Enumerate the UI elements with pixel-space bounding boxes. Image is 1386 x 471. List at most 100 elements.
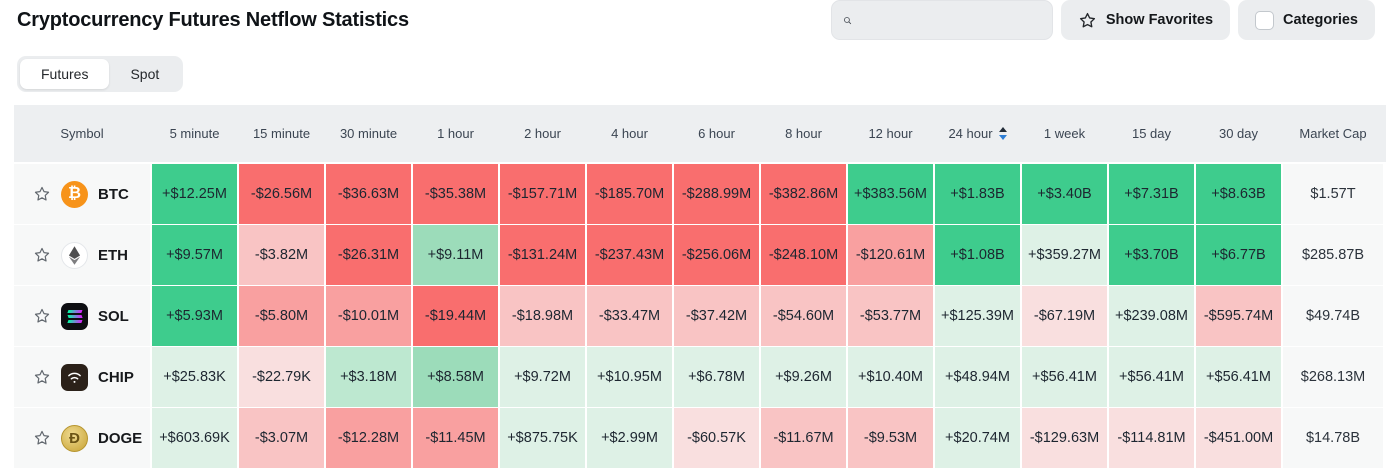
netflow-cell-4-hour: +$10.95M	[587, 347, 672, 407]
table-row: ETH +$9.57M -$3.82M -$26.31M +$9.11M -$131.24…	[14, 225, 1386, 285]
netflow-cell-30-minute: -$10.01M	[326, 286, 411, 346]
netflow-cell-30-day: +$6.77B	[1196, 225, 1281, 285]
column-header-6-hour[interactable]: 6 hour	[674, 105, 759, 162]
market-cap-cell: $14.78B	[1283, 408, 1383, 468]
column-header-label: Symbol	[60, 126, 104, 141]
column-header-1-hour[interactable]: 1 hour	[413, 105, 498, 162]
favorite-star-icon[interactable]	[33, 185, 51, 203]
netflow-table: Symbol 5 minute 15 minute 30 minute 1 hour 2 …	[14, 105, 1386, 468]
show-favorites-button[interactable]: Show Favorites	[1060, 0, 1231, 40]
tab-futures[interactable]: Futures	[20, 59, 110, 89]
column-header-symbol[interactable]: Symbol	[14, 105, 150, 162]
netflow-cell-5-minute: +$603.69K	[152, 408, 237, 468]
market-cap-value: $285.87B	[1301, 247, 1365, 263]
netflow-value: +$5.93M	[166, 308, 223, 324]
netflow-value: -$129.63M	[1029, 430, 1100, 446]
categories-checkbox[interactable]	[1255, 10, 1275, 30]
netflow-cell-1-hour: +$9.11M	[413, 225, 498, 285]
column-header-1-week[interactable]: 1 week	[1022, 105, 1107, 162]
netflow-cell-4-hour: -$185.70M	[587, 164, 672, 224]
search-box[interactable]	[830, 0, 1053, 40]
column-header-15-minute[interactable]: 15 minute	[239, 105, 324, 162]
market-cap-cell: $1.57T	[1283, 164, 1383, 224]
netflow-value: -$37.42M	[685, 308, 748, 324]
netflow-cell-2-hour: +$875.75K	[500, 408, 585, 468]
netflow-value: +$1.08B	[950, 247, 1005, 263]
netflow-cell-24-hour: +$125.39M	[935, 286, 1020, 346]
column-header-4-hour[interactable]: 4 hour	[587, 105, 672, 162]
netflow-value: +$20.74M	[945, 430, 1010, 446]
market-cap-value: $268.13M	[1300, 369, 1366, 385]
netflow-value: -$11.67M	[773, 430, 834, 446]
header-controls: Show Favorites Categories	[830, 0, 1375, 40]
netflow-value: +$9.57M	[166, 247, 223, 263]
favorite-star-icon[interactable]	[33, 429, 51, 447]
column-header-2-hour[interactable]: 2 hour	[500, 105, 585, 162]
column-header-12-hour[interactable]: 12 hour	[848, 105, 933, 162]
column-header-30-minute[interactable]: 30 minute	[326, 105, 411, 162]
column-header-market-cap[interactable]: Market Cap	[1283, 105, 1383, 162]
netflow-value: -$3.07M	[254, 430, 309, 446]
netflow-cell-8-hour: -$382.86M	[761, 164, 846, 224]
favorite-star-icon[interactable]	[33, 246, 51, 264]
netflow-value: -$3.82M	[254, 247, 309, 263]
netflow-cell-5-minute: +$9.57M	[152, 225, 237, 285]
column-header-label: 2 hour	[524, 126, 561, 141]
netflow-value: -$12.28M	[337, 430, 400, 446]
market-cap-cell: $49.74B	[1283, 286, 1383, 346]
netflow-value: +$125.39M	[941, 308, 1014, 324]
netflow-cell-24-hour: +$20.74M	[935, 408, 1020, 468]
eth-icon	[61, 241, 88, 269]
column-header-label: 1 hour	[437, 126, 474, 141]
column-header-8-hour[interactable]: 8 hour	[761, 105, 846, 162]
netflow-cell-15-minute: -$26.56M	[239, 164, 324, 224]
market-cap-value: $1.57T	[1310, 186, 1356, 202]
netflow-cell-2-hour: -$18.98M	[500, 286, 585, 346]
column-header-5-minute[interactable]: 5 minute	[152, 105, 237, 162]
netflow-cell-15-minute: -$3.07M	[239, 408, 324, 468]
netflow-value: -$131.24M	[507, 247, 578, 263]
netflow-value: +$6.78M	[688, 369, 745, 385]
table-row: CHIP +$25.83K -$22.79K +$3.18M +$8.58M +$9.72…	[14, 347, 1386, 407]
column-header-label: 24 hour	[948, 126, 993, 141]
netflow-value: -$18.98M	[511, 308, 574, 324]
netflow-cell-12-hour: +$10.40M	[848, 347, 933, 407]
btc-icon: ₿	[61, 180, 88, 208]
netflow-cell-30-day: -$451.00M	[1196, 408, 1281, 468]
netflow-cell-6-hour: -$60.57K	[674, 408, 759, 468]
netflow-cell-30-minute: -$36.63M	[326, 164, 411, 224]
column-header-24-hour[interactable]: 24 hour	[935, 105, 1020, 162]
netflow-value: -$60.57K	[687, 430, 746, 446]
categories-button[interactable]: Categories	[1238, 0, 1375, 40]
netflow-cell-12-hour: -$53.77M	[848, 286, 933, 346]
netflow-value: +$8.58M	[427, 369, 484, 385]
netflow-cell-1-hour: +$8.58M	[413, 347, 498, 407]
tab-spot[interactable]: Spot	[109, 59, 180, 89]
chip-icon	[61, 363, 88, 391]
favorite-star-icon[interactable]	[33, 368, 51, 386]
netflow-value: -$35.38M	[424, 186, 487, 202]
column-header-15-day[interactable]: 15 day	[1109, 105, 1194, 162]
netflow-value: +$56.41M	[1119, 369, 1184, 385]
symbol-cell: SOL	[14, 286, 150, 346]
netflow-value: +$3.40B	[1037, 186, 1092, 202]
market-cap-value: $49.74B	[1305, 308, 1361, 324]
table-row: Đ DOGE +$603.69K -$3.07M -$12.28M -$11.45M +$8…	[14, 408, 1386, 468]
column-header-30-day[interactable]: 30 day	[1196, 105, 1281, 162]
netflow-cell-6-hour: -$288.99M	[674, 164, 759, 224]
column-header-label: 15 day	[1131, 126, 1172, 141]
sort-icon[interactable]	[998, 127, 1007, 140]
netflow-cell-12-hour: -$9.53M	[848, 408, 933, 468]
netflow-value: +$9.26M	[775, 369, 832, 385]
netflow-cell-30-day: +$56.41M	[1196, 347, 1281, 407]
netflow-cell-8-hour: +$9.26M	[761, 347, 846, 407]
netflow-cell-24-hour: +$1.83B	[935, 164, 1020, 224]
market-cap-cell: $268.13M	[1283, 347, 1383, 407]
favorite-star-icon[interactable]	[33, 307, 51, 325]
netflow-value: -$26.31M	[337, 247, 400, 263]
search-input[interactable]	[859, 12, 1041, 28]
netflow-cell-1-hour: -$19.44M	[413, 286, 498, 346]
top-bar: Cryptocurrency Futures Netflow Statistic…	[0, 0, 1386, 40]
netflow-value: +$2.99M	[601, 430, 658, 446]
netflow-value: +$8.63B	[1211, 186, 1266, 202]
